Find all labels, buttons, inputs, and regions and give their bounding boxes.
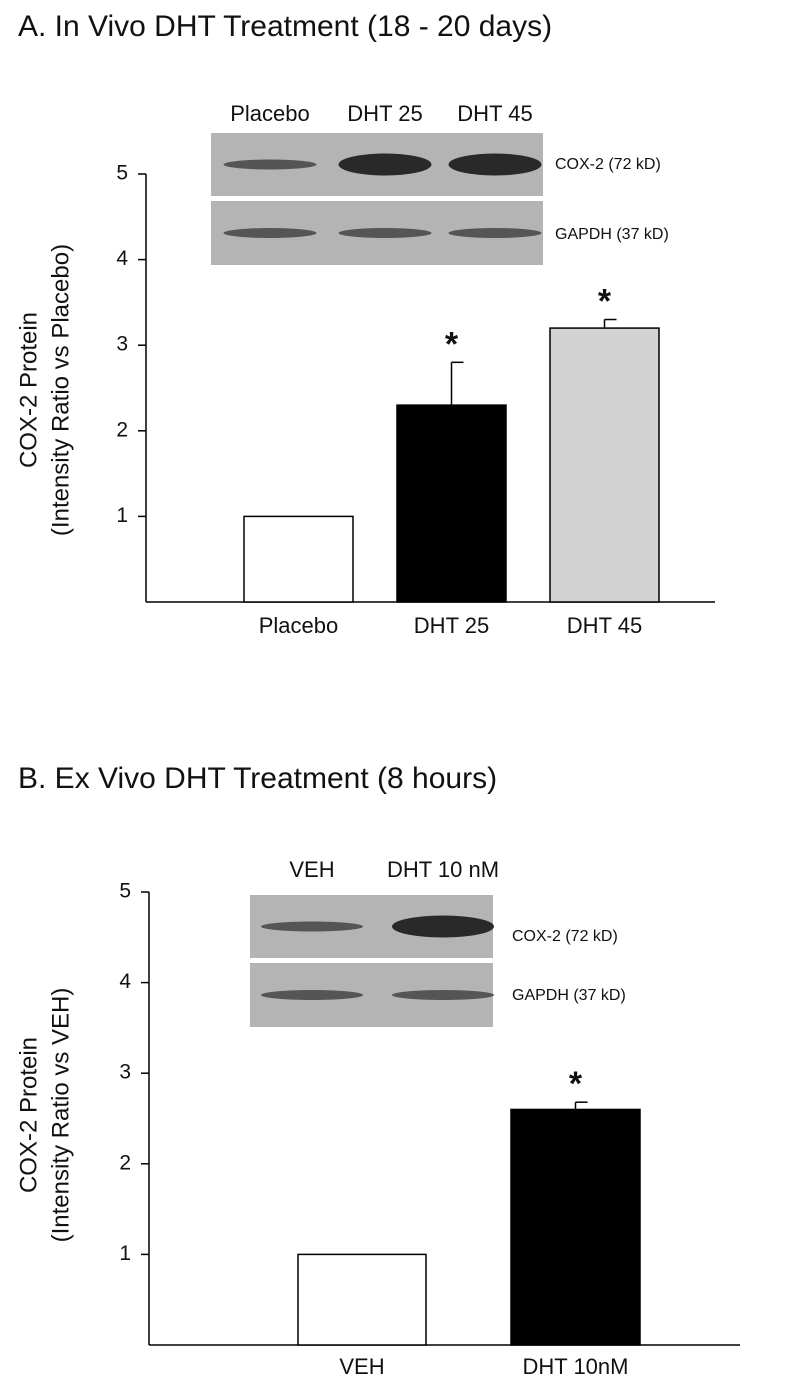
blot-lane-label: VEH <box>289 857 334 882</box>
y-tick-label: 1 <box>116 504 128 527</box>
significance-marker: * <box>569 1065 583 1103</box>
blot-lane-label: Placebo <box>230 101 310 126</box>
error-bar <box>603 318 617 329</box>
y-axis-label: COX-2 Protein <box>15 312 42 468</box>
blot-band <box>338 153 432 176</box>
blot-band <box>223 228 317 238</box>
y-tick-label: 2 <box>119 1151 131 1174</box>
y-tick-label: 3 <box>119 1061 131 1084</box>
y-tick-label: 4 <box>119 970 131 993</box>
chart-title: A. In Vivo DHT Treatment (18 - 20 days) <box>18 10 552 43</box>
x-tick-label: DHT 25 <box>414 613 489 638</box>
bar <box>396 404 507 603</box>
x-tick-label: DHT 45 <box>567 613 642 638</box>
blot-band <box>223 159 317 170</box>
blot-band-label: GAPDH (37 kD) <box>555 226 669 243</box>
y-axis-label: (Intensity Ratio vs Placebo) <box>47 244 74 536</box>
blot-band <box>448 228 542 238</box>
y-tick-label: 5 <box>116 162 128 185</box>
x-tick-label: Placebo <box>259 613 339 638</box>
blot-lane-label: DHT 10 nM <box>387 857 499 882</box>
blot-lane-label: DHT 25 <box>347 101 422 126</box>
blot-band-label: GAPDH (37 kD) <box>512 987 626 1004</box>
error-bar <box>574 1101 588 1110</box>
chart-title: B. Ex Vivo DHT Treatment (8 hours) <box>18 762 497 795</box>
y-tick-label: 2 <box>116 418 128 441</box>
bar <box>549 327 660 603</box>
y-tick-label: 3 <box>116 333 128 356</box>
blot-band <box>448 153 542 176</box>
y-axis-label: (Intensity Ratio vs VEH) <box>47 988 74 1243</box>
blot-band-label: COX-2 (72 kD) <box>555 156 661 173</box>
blot-band <box>391 990 495 1000</box>
blot-band-label: COX-2 (72 kD) <box>512 928 618 945</box>
blot-band <box>260 921 364 932</box>
y-axis-label: COX-2 Protein <box>15 1037 42 1193</box>
x-tick-label: VEH <box>339 1354 384 1379</box>
y-tick-label: 1 <box>119 1242 131 1265</box>
significance-marker: * <box>598 283 612 321</box>
blot-band <box>338 228 432 238</box>
x-tick-label: DHT 10nM <box>523 1354 629 1379</box>
blot-band <box>391 915 495 938</box>
bar <box>297 1253 427 1346</box>
blot-lane-label: DHT 45 <box>457 101 532 126</box>
significance-marker: * <box>445 325 459 363</box>
bar <box>243 515 354 603</box>
y-tick-label: 4 <box>116 247 128 270</box>
error-bar <box>450 361 464 406</box>
y-tick-label: 5 <box>119 880 131 903</box>
blot-band <box>260 990 364 1000</box>
bar <box>510 1108 641 1346</box>
